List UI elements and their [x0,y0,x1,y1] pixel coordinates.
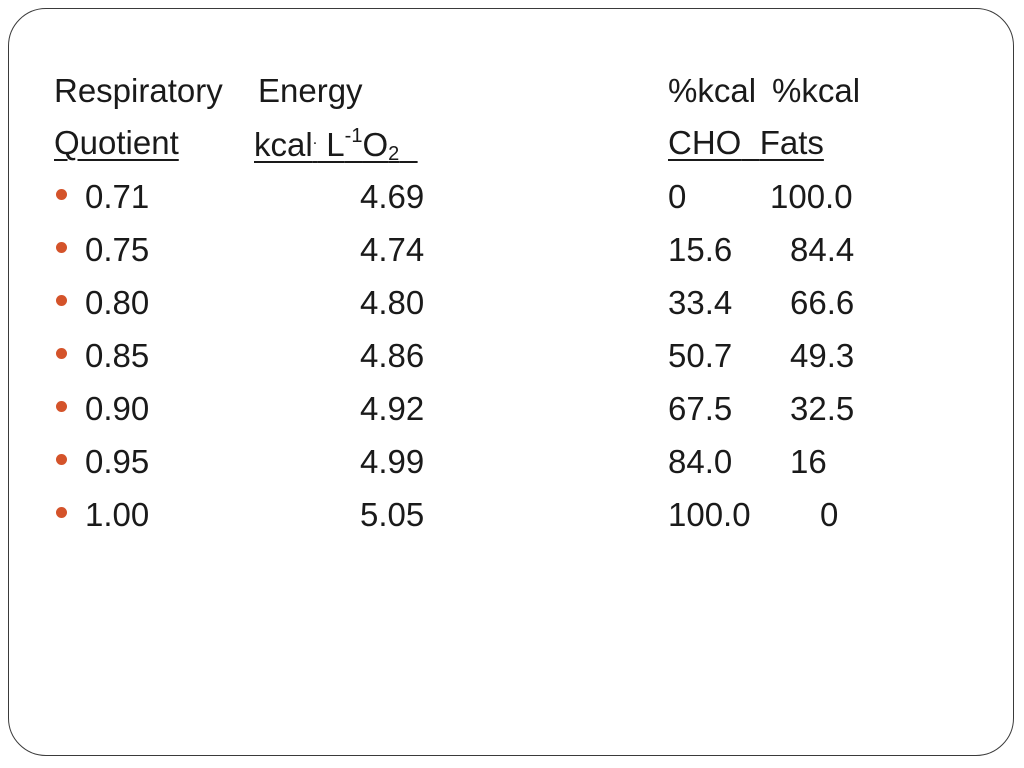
fats-value: 100.0 [770,178,853,215]
units-subscript: 2 [388,143,400,165]
bullet-icon [56,348,67,359]
bullet-icon [56,242,67,253]
units-oxygen: O [362,126,389,163]
fats-value: 66.6 [790,284,855,321]
header-fats: Fats [759,124,824,161]
rq-value: 0.75 [85,231,150,268]
cho-value: 67.5 [668,390,733,427]
cho-value: 0 [668,178,687,215]
rq-value: 1.00 [85,496,150,533]
energy-value: 4.69 [360,178,425,215]
header-kcal-cho: %kcal [668,72,757,109]
header-energy-units: kcal. L-1O2 [254,126,418,164]
bullet-icon [56,507,67,518]
rq-value: 0.85 [85,337,150,374]
units-liter: L [317,126,345,163]
rq-value: 0.95 [85,443,150,480]
energy-value: 4.99 [360,443,425,480]
rq-value: 0.71 [85,178,150,215]
fats-value: 0 [820,496,839,533]
cho-value: 100.0 [668,496,751,533]
energy-value: 4.92 [360,390,425,427]
energy-value: 4.86 [360,337,425,374]
fats-value: 32.5 [790,390,855,427]
cho-value: 15.6 [668,231,733,268]
fats-value: 49.3 [790,337,855,374]
bullet-icon [56,401,67,412]
header-quotient: Quotient [54,124,179,161]
header-cho: CHO Fats [668,124,824,161]
energy-value: 4.80 [360,284,425,321]
units-kcal: kcal [254,126,313,163]
energy-value: 4.74 [360,231,425,268]
rq-value: 0.90 [85,390,150,427]
bullet-icon [56,454,67,465]
cho-value: 33.4 [668,284,733,321]
fats-value: 16 [790,443,827,480]
energy-value: 5.05 [360,496,425,533]
header-respiratory: Respiratory [54,72,223,109]
units-exponent: -1 [344,125,363,147]
cho-value: 84.0 [668,443,733,480]
header-kcal-fats: %kcal [772,72,861,109]
header-energy: Energy [258,72,363,109]
rq-value: 0.80 [85,284,150,321]
units-dot: . [312,131,318,148]
bullet-icon [56,295,67,306]
fats-value: 84.4 [790,231,855,268]
cho-value: 50.7 [668,337,733,374]
bullet-icon [56,189,67,200]
slide-frame [8,8,1014,756]
